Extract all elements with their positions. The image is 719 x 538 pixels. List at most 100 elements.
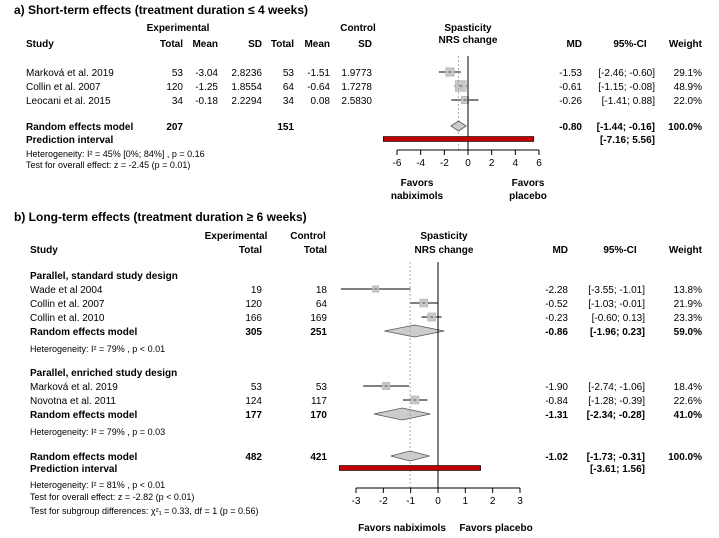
panel-a-e-mean: -1.25 (195, 82, 218, 93)
panel-b-ci: [-1.03; -0.01] (588, 299, 645, 310)
panel-a-axis-tick-label: -6 (393, 158, 402, 169)
panel-a-c-mean: 0.08 (311, 96, 331, 107)
panel-b-heterogeneity: Heterogeneity: I² = 81% , p < 0.01 (30, 480, 165, 490)
panel-a-c-sd: 1.9773 (341, 68, 372, 79)
panel-a-md: -0.61 (559, 82, 582, 93)
panel-b-subgroup-pooled-label: Random effects model (30, 327, 137, 338)
panel-a-ci: [-1.15; -0.08] (598, 82, 655, 93)
panel-b-study-header: Study (30, 245, 58, 256)
panel-b-prediction-label: Prediction interval (30, 464, 117, 475)
panel-a-prediction-label: Prediction interval (26, 135, 113, 146)
panel-a-e-mean-header: Mean (192, 39, 218, 50)
panel-a-pooled-weight: 100.0% (668, 122, 702, 133)
panel-b-axis-tick-label: -3 (352, 496, 361, 507)
panel-b-subgroup-pooled-e-total: 305 (245, 327, 262, 338)
panel-b-plot-header-line2: NRS change (415, 245, 474, 256)
panel-b-study-name: Novotna et al. 2011 (30, 396, 116, 407)
panel-a-plot-header-line2: NRS change (439, 35, 498, 46)
panel-b-overall-e-total: 482 (245, 452, 262, 463)
panel-b-axis-tick-label: 2 (490, 496, 496, 507)
panel-a-e-sd: 2.8236 (231, 68, 262, 79)
panel-b-subgroup-pooled-c-total: 170 (310, 410, 327, 421)
panel-a-plot-header-line1: Spasticity (444, 23, 492, 34)
panel-a-c-sd: 2.5830 (341, 96, 372, 107)
panel-a-c-mean: -0.64 (307, 82, 330, 93)
panel-a-ci: [-1.41; 0.88] (602, 96, 656, 107)
panel-b-axis-tick-label: 3 (517, 496, 523, 507)
panel-b-subgroup-title: Parallel, enriched study design (30, 368, 177, 379)
panel-b-study-name: Marková et al. 2019 (30, 382, 118, 393)
panel-a-e-total: 34 (172, 96, 184, 107)
panel-b-subgroup-pooled-e-total: 177 (245, 410, 262, 421)
panel-a-weight-header: Weight (669, 39, 703, 50)
panel-b-subgroup-title: Parallel, standard study design (30, 271, 178, 282)
panel-a-heterogeneity: Heterogeneity: I² = 45% [0%; 84%] , p = … (26, 149, 205, 159)
panel-a-study-name: Marková et al. 2019 (26, 68, 114, 79)
panel-b-title: b) Long-term effects (treatment duration… (14, 210, 307, 224)
panel-a-favors-left-line1: Favors (401, 178, 434, 189)
panel-b-e-total: 19 (251, 285, 263, 296)
panel-b-overall-weight: 100.0% (668, 452, 702, 463)
panel-b-axis-tick-label: 0 (435, 496, 441, 507)
panel-b-study-name: Collin et al. 2007 (30, 299, 105, 310)
panel-b-c-total: 53 (316, 382, 328, 393)
panel-a-pooled-md: -0.80 (559, 122, 582, 133)
panel-b-ci: [-2.74; -1.06] (588, 382, 645, 393)
panel-b-c-total: 64 (316, 299, 328, 310)
panel-a-ci: [-2.46; -0.60] (598, 68, 655, 79)
panel-b-md: -0.52 (545, 299, 568, 310)
panel-b-subgroup-pooled-c-total: 251 (310, 327, 327, 338)
panel-a-pooled-ci: [-1.44; -0.16] (597, 122, 655, 133)
panel-a-study-header: Study (26, 39, 54, 50)
panel-b-e-total: 53 (251, 382, 263, 393)
panel-a-c-total-header: Total (271, 39, 294, 50)
panel-a-c-sd-header: SD (358, 39, 372, 50)
panel-a-md: -1.53 (559, 68, 582, 79)
panel-b-e-total: 120 (245, 299, 262, 310)
panel-a-weight: 48.9% (674, 82, 702, 93)
panel-b-subgroup-pooled-weight: 59.0% (674, 327, 702, 338)
panel-a-e-mean: -3.04 (195, 68, 218, 79)
panel-a-md-header: MD (566, 39, 582, 50)
panel-b-weight: 22.6% (674, 396, 702, 407)
panel-a-pooled-label: Random effects model (26, 122, 133, 133)
panel-a-favors-left-line2: nabiximols (391, 191, 444, 202)
panel-b-subgroup-test: Test for subgroup differences: χ²₁ = 0.3… (30, 506, 258, 516)
panel-b-overall-md: -1.02 (545, 452, 568, 463)
panel-a-weight: 22.0% (674, 96, 702, 107)
panel-b-e-total-header: Total (239, 245, 262, 256)
panel-b-subgroup-diamond (384, 324, 445, 338)
panel-a-favors-right-line1: Favors (512, 178, 545, 189)
panel-a-c-total: 64 (283, 82, 295, 93)
panel-a-axis-tick-label: 6 (536, 158, 542, 169)
panel-b-subgroup-pooled-md: -1.31 (545, 410, 568, 421)
panel-a-overall-test: Test for overall effect: z = -2.45 (p = … (26, 160, 190, 170)
panel-a-e-sd: 2.2294 (231, 96, 262, 107)
panel-a-e-sd-header: SD (248, 39, 262, 50)
panel-b-experimental-header: Experimental (205, 231, 268, 242)
panel-b-weight-header: Weight (669, 245, 703, 256)
panel-a-c-sd: 1.7278 (341, 82, 372, 93)
panel-a-e-total-header: Total (160, 39, 183, 50)
panel-a-c-mean-header: Mean (304, 39, 330, 50)
panel-a-axis-tick-label: 0 (465, 158, 471, 169)
panel-a-axis-tick-label: -4 (416, 158, 425, 169)
panel-b-control-header: Control (290, 231, 326, 242)
panel-b-subgroup-pooled-ci: [-1.96; 0.23] (590, 327, 645, 338)
panel-a-e-mean: -0.18 (195, 96, 218, 107)
panel-a-study-name: Leocani et al. 2015 (26, 96, 111, 107)
panel-b-weight: 13.8% (674, 285, 702, 296)
panel-a-prediction-bar (382, 136, 535, 142)
panel-a-pooled-diamond (450, 120, 467, 132)
panel-b-md: -2.28 (545, 285, 568, 296)
panel-b-c-total-header: Total (304, 245, 327, 256)
panel-a-e-total: 53 (172, 68, 184, 79)
panel-b-ci: [-0.60; 0.13] (592, 313, 646, 324)
panel-a-c-total: 34 (283, 96, 295, 107)
panel-b-subgroup-pooled-ci: [-2.34; -0.28] (587, 410, 645, 421)
panel-b-axis-tick-label: -2 (379, 496, 388, 507)
panel-a-axis-tick-label: -2 (440, 158, 449, 169)
panel-b-c-total: 169 (310, 313, 327, 324)
